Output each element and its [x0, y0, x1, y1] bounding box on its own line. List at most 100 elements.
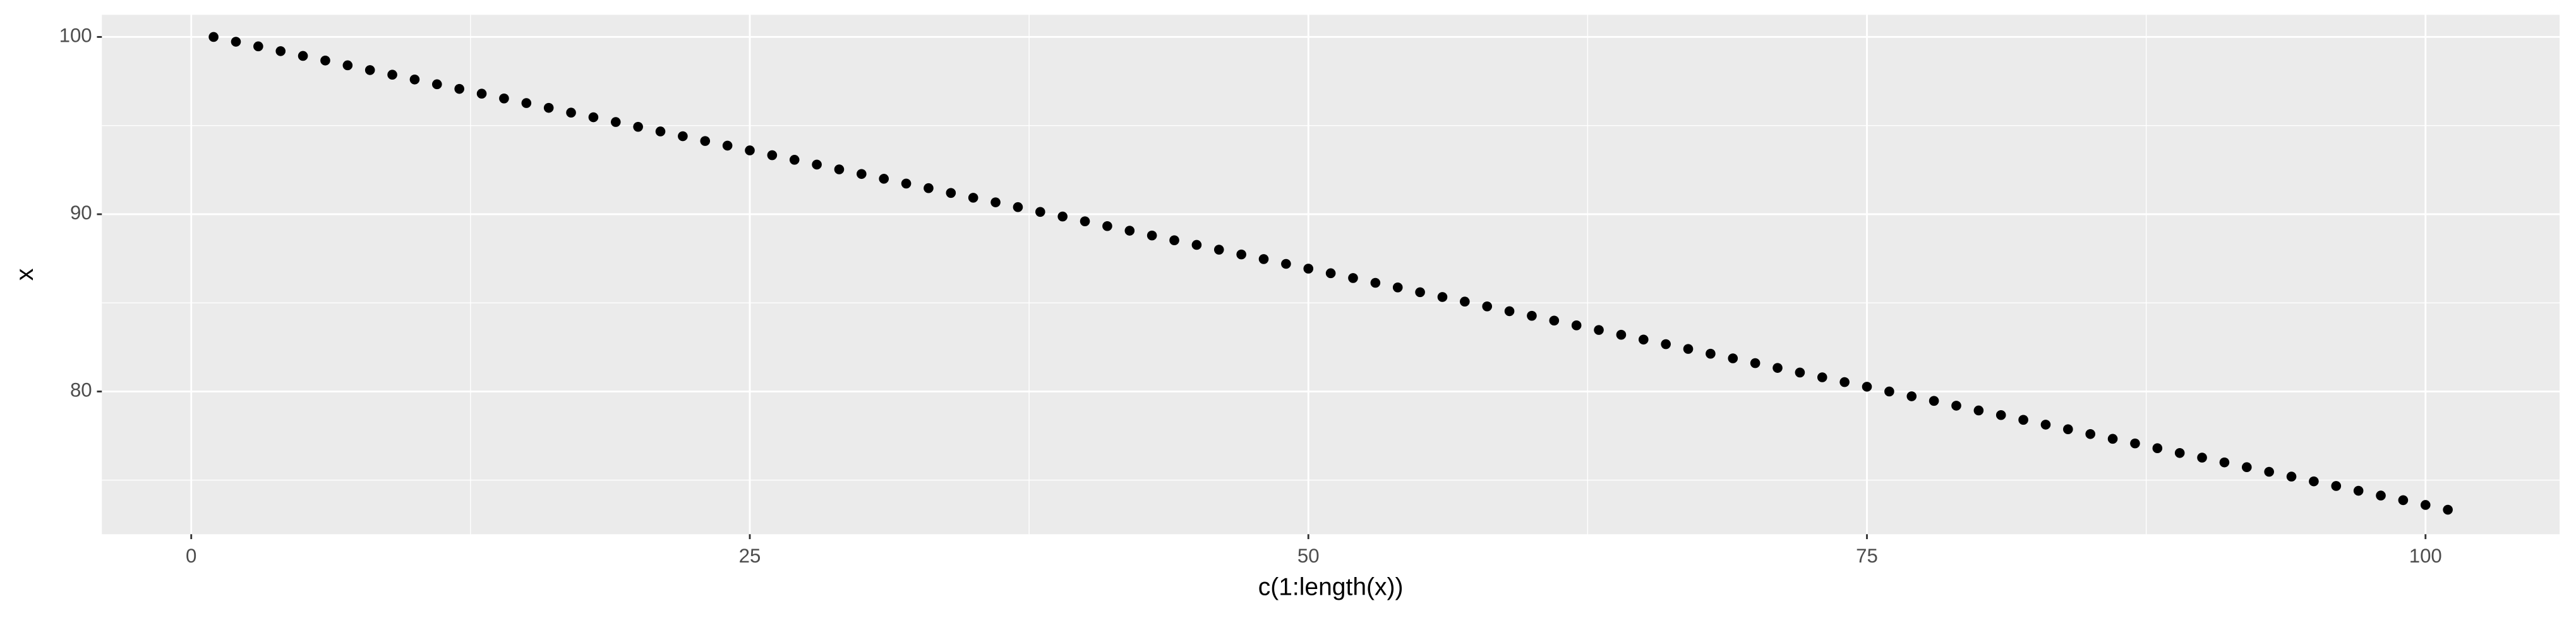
point — [1169, 235, 1179, 245]
point — [1370, 277, 1381, 288]
x-tick-label: 100 — [2409, 545, 2442, 567]
point — [2130, 438, 2140, 449]
point — [2376, 490, 2386, 501]
point — [678, 131, 688, 142]
point — [1236, 249, 1246, 260]
point — [1906, 391, 1917, 401]
point — [2398, 495, 2409, 506]
point — [1415, 287, 1425, 298]
point — [1303, 264, 1314, 274]
point — [298, 51, 308, 61]
point — [1392, 282, 1403, 293]
point — [1057, 211, 1068, 222]
point — [1817, 372, 1827, 382]
point — [1482, 301, 1493, 312]
point — [1013, 202, 1023, 212]
point — [521, 98, 532, 108]
point — [879, 174, 889, 184]
point — [1281, 258, 1291, 269]
point — [1995, 410, 2006, 420]
point — [253, 41, 263, 52]
point — [1124, 226, 1135, 236]
point — [722, 140, 733, 151]
point — [1706, 348, 1716, 359]
x-tick-label: 75 — [1856, 545, 1878, 567]
point — [1795, 367, 1805, 378]
point — [2309, 476, 2319, 487]
point — [1616, 329, 1627, 340]
point — [789, 155, 800, 165]
point — [2018, 415, 2028, 425]
x-tick-label: 25 — [739, 545, 761, 567]
point — [543, 102, 554, 113]
point — [499, 93, 509, 104]
point — [342, 60, 353, 71]
x-tick-label: 0 — [186, 545, 196, 567]
point — [2152, 443, 2163, 454]
point — [1973, 405, 1984, 416]
point — [1884, 386, 1894, 397]
point — [767, 150, 778, 161]
point — [588, 112, 599, 123]
point — [1147, 230, 1157, 241]
point — [1929, 396, 1939, 406]
point — [476, 88, 487, 99]
point — [2063, 424, 2073, 434]
point — [655, 126, 666, 137]
point — [2353, 485, 2364, 496]
point — [208, 32, 219, 42]
point — [2241, 462, 2252, 473]
point — [1258, 254, 1269, 264]
point — [1951, 401, 1961, 411]
point — [1213, 245, 1224, 255]
y-tick-label: 90 — [70, 202, 92, 224]
point — [2420, 500, 2431, 510]
point — [2174, 447, 2185, 458]
point — [1325, 268, 1336, 279]
point — [1035, 207, 1045, 217]
point — [387, 70, 397, 80]
point — [1638, 334, 1649, 345]
point — [1549, 315, 1560, 326]
point — [968, 193, 978, 203]
point — [812, 159, 822, 170]
point — [2197, 453, 2207, 463]
point — [2085, 429, 2096, 439]
point — [1191, 240, 1202, 250]
point — [924, 183, 934, 193]
point — [1750, 358, 1760, 368]
point — [275, 46, 286, 56]
point — [1728, 353, 1738, 363]
point — [231, 37, 241, 47]
point — [1080, 216, 1090, 226]
point — [700, 136, 711, 146]
point — [1594, 325, 1604, 335]
point — [990, 197, 1001, 207]
point — [566, 107, 576, 118]
point — [1504, 306, 1515, 317]
point — [857, 169, 867, 179]
y-axis-title: x — [11, 268, 39, 281]
point — [633, 121, 643, 132]
point — [901, 178, 912, 189]
point — [2107, 434, 2118, 444]
point — [1571, 320, 1582, 331]
point — [2264, 466, 2274, 477]
point — [454, 83, 464, 94]
point — [2331, 481, 2342, 491]
point — [610, 117, 621, 127]
point — [1839, 377, 1850, 387]
point — [432, 79, 442, 90]
point — [1102, 221, 1112, 231]
point — [1527, 310, 1537, 321]
point — [1460, 296, 1470, 307]
x-tick-label: 50 — [1297, 545, 1320, 567]
y-tick-label: 100 — [59, 25, 92, 47]
point — [2219, 457, 2230, 468]
x-axis-title: c(1:length(x)) — [1258, 573, 1404, 600]
point — [409, 74, 420, 85]
point — [2286, 471, 2297, 482]
point — [1348, 273, 1358, 283]
